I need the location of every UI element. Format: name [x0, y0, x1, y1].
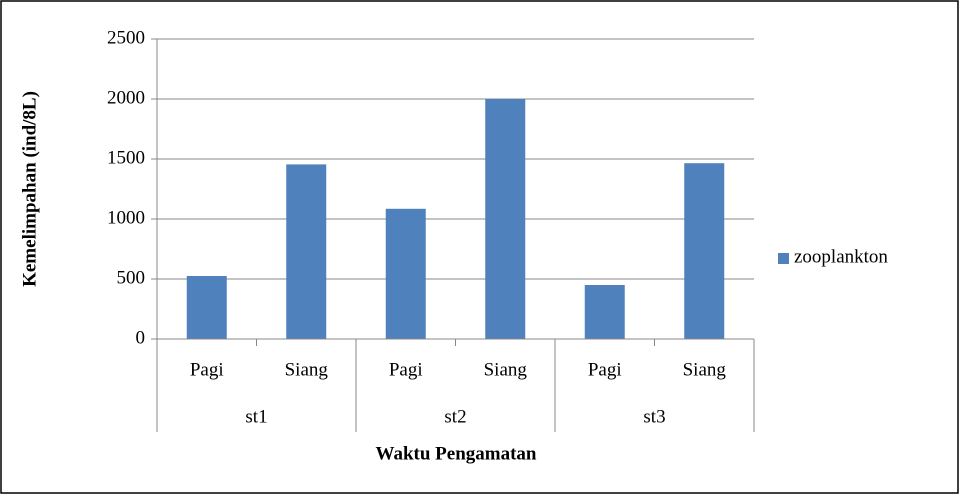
group-label: st3	[643, 406, 665, 427]
legend-swatch	[778, 253, 789, 264]
y-tick-label: 2500	[107, 27, 145, 48]
x-tick-label: Siang	[285, 359, 329, 380]
y-axis-title: Kemelimpahan (ind/8L)	[19, 91, 40, 287]
y-tick-label: 2000	[107, 87, 145, 108]
bar	[286, 164, 327, 339]
x-tick-label: Pagi	[588, 359, 622, 380]
group-label: st2	[444, 406, 466, 427]
x-tick-label: Siang	[683, 359, 727, 380]
bar	[385, 208, 426, 339]
bar	[186, 276, 227, 339]
bar	[684, 163, 725, 339]
legend-label: zooplankton	[794, 246, 888, 267]
y-tick-label: 500	[117, 267, 146, 288]
y-tick-label: 1500	[107, 147, 145, 168]
bar	[584, 285, 625, 339]
x-tick-label: Pagi	[389, 359, 423, 380]
bar	[485, 99, 526, 339]
y-tick-label: 0	[136, 327, 146, 348]
group-label: st1	[245, 406, 267, 427]
x-axis-title: Waktu Pengamatan	[376, 443, 537, 464]
x-tick-label: Siang	[484, 359, 528, 380]
y-tick-label: 1000	[107, 207, 145, 228]
x-tick-label: Pagi	[190, 359, 224, 380]
